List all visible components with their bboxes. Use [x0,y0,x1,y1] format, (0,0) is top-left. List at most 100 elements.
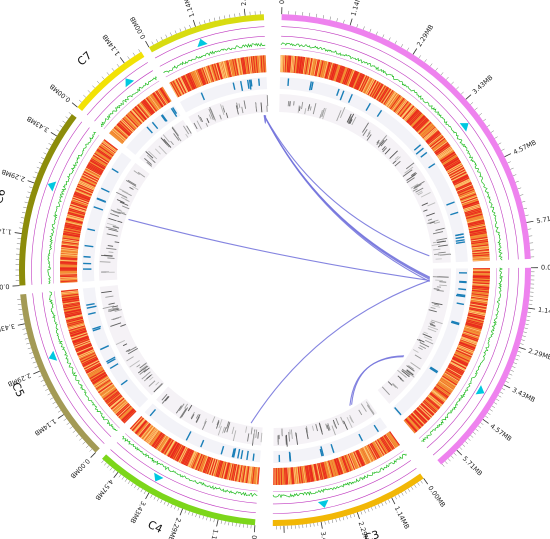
heatmap-stripe [158,436,169,452]
minor-tick [377,504,380,508]
gray-feature [410,183,419,189]
heatmap-stripe [317,60,323,77]
gray-feature [438,251,446,254]
gray-feature [126,356,134,362]
gray-feature [250,427,253,435]
gray-feature [163,138,172,148]
heatmap-stripe [403,106,416,120]
minor-tick [184,26,187,31]
gc-content-track [163,42,266,73]
gray-feature [408,365,414,370]
gray-feature [165,143,170,148]
heatmap-stripe [281,467,284,485]
heatmap-stripe [445,161,461,171]
heatmap-stripe [396,100,408,115]
minor-tick [521,339,525,341]
heatmap-stripe [456,347,473,356]
heatmap-stripe [189,72,197,89]
heatmap-stripe [97,148,112,159]
gray-feature [170,140,174,146]
minor-tick [349,514,352,519]
minor-tick [83,94,87,98]
heatmap-stripe [130,109,143,124]
minor-tick [336,18,338,22]
heatmap-stripe [471,294,489,298]
heatmap-stripe [464,327,481,334]
heatmap-stripe [76,185,93,194]
gray-feature [111,316,122,321]
gray-feature [108,302,115,305]
heatmap-stripe [391,96,403,111]
heatmap-stripe [422,401,436,414]
heatmap-stripe [64,311,82,316]
gray-feature [392,160,397,165]
minor-tick [331,519,334,524]
heatmap-stripe [307,57,312,75]
heatmap-stripe [472,276,490,278]
major-tick [465,94,472,100]
gray-feature [427,218,433,221]
heatmap-stripe [205,457,212,474]
heatmap-stripe [430,391,445,403]
heatmap-stripe [64,226,82,231]
gray-feature [226,421,230,429]
heatmap-stripe [453,177,470,186]
heatmap-stripe [342,67,349,85]
heatmap-stripe [453,176,469,185]
major-tick [504,153,512,158]
minor-tick [202,515,204,520]
heatmap-stripe [180,76,189,93]
heatmap-stripe [408,415,422,429]
gray-feature [238,103,241,108]
heatmap-stripe [249,466,253,484]
gray-feature [125,180,137,187]
heatmap-stripe [185,73,194,90]
major-tick [113,471,119,478]
gray-feature [118,211,127,216]
gc-content-track [421,267,504,442]
heatmap-stripe [141,101,153,116]
heatmap-stripe [309,58,314,76]
heatmap-stripe [411,114,424,128]
heatmap-stripe [469,307,487,312]
heatmap-stripe [338,457,345,474]
heatmap-stripe [159,437,170,452]
heatmap-stripe [122,409,136,423]
gray-feature [349,416,353,423]
minor-tick [480,422,484,425]
minor-tick [198,514,201,519]
heatmap-stripe [443,157,459,168]
heatmap-stripe [90,371,106,382]
minor-tick [24,201,29,204]
blue-feature [288,451,291,462]
heatmap-stripe [404,107,417,121]
heatmap-stripe [84,361,100,371]
heatmap-stripe [65,220,83,225]
heatmap-stripe [469,227,486,232]
minor-tick [462,444,466,447]
heatmap-stripe [61,296,79,300]
heatmap-stripe [75,188,92,196]
heatmap-stripe [75,342,92,351]
heatmap-stripe [435,384,451,396]
heatmap-stripe [115,402,129,416]
minor-tick [34,366,38,369]
heatmap-stripe [308,465,313,482]
gray-feature [435,227,445,231]
heatmap-stripe [472,283,490,286]
gray-feature [185,133,189,138]
blue-feature [172,107,178,115]
minor-tick [512,366,516,368]
heatmap-stripe [290,467,294,485]
heatmap-stripe [432,139,447,151]
gray-feature [304,108,307,115]
gray-feature [157,383,164,389]
minor-tick [234,13,236,18]
minor-tick [220,520,223,524]
gray-feature [178,403,185,412]
heatmap-stripe [60,279,78,281]
blue-feature [415,147,424,155]
tick-label-c4: 3.43MB [128,499,147,524]
heatmap-stripe [158,88,169,104]
tick-label-c8: 0.00MB [128,15,147,40]
